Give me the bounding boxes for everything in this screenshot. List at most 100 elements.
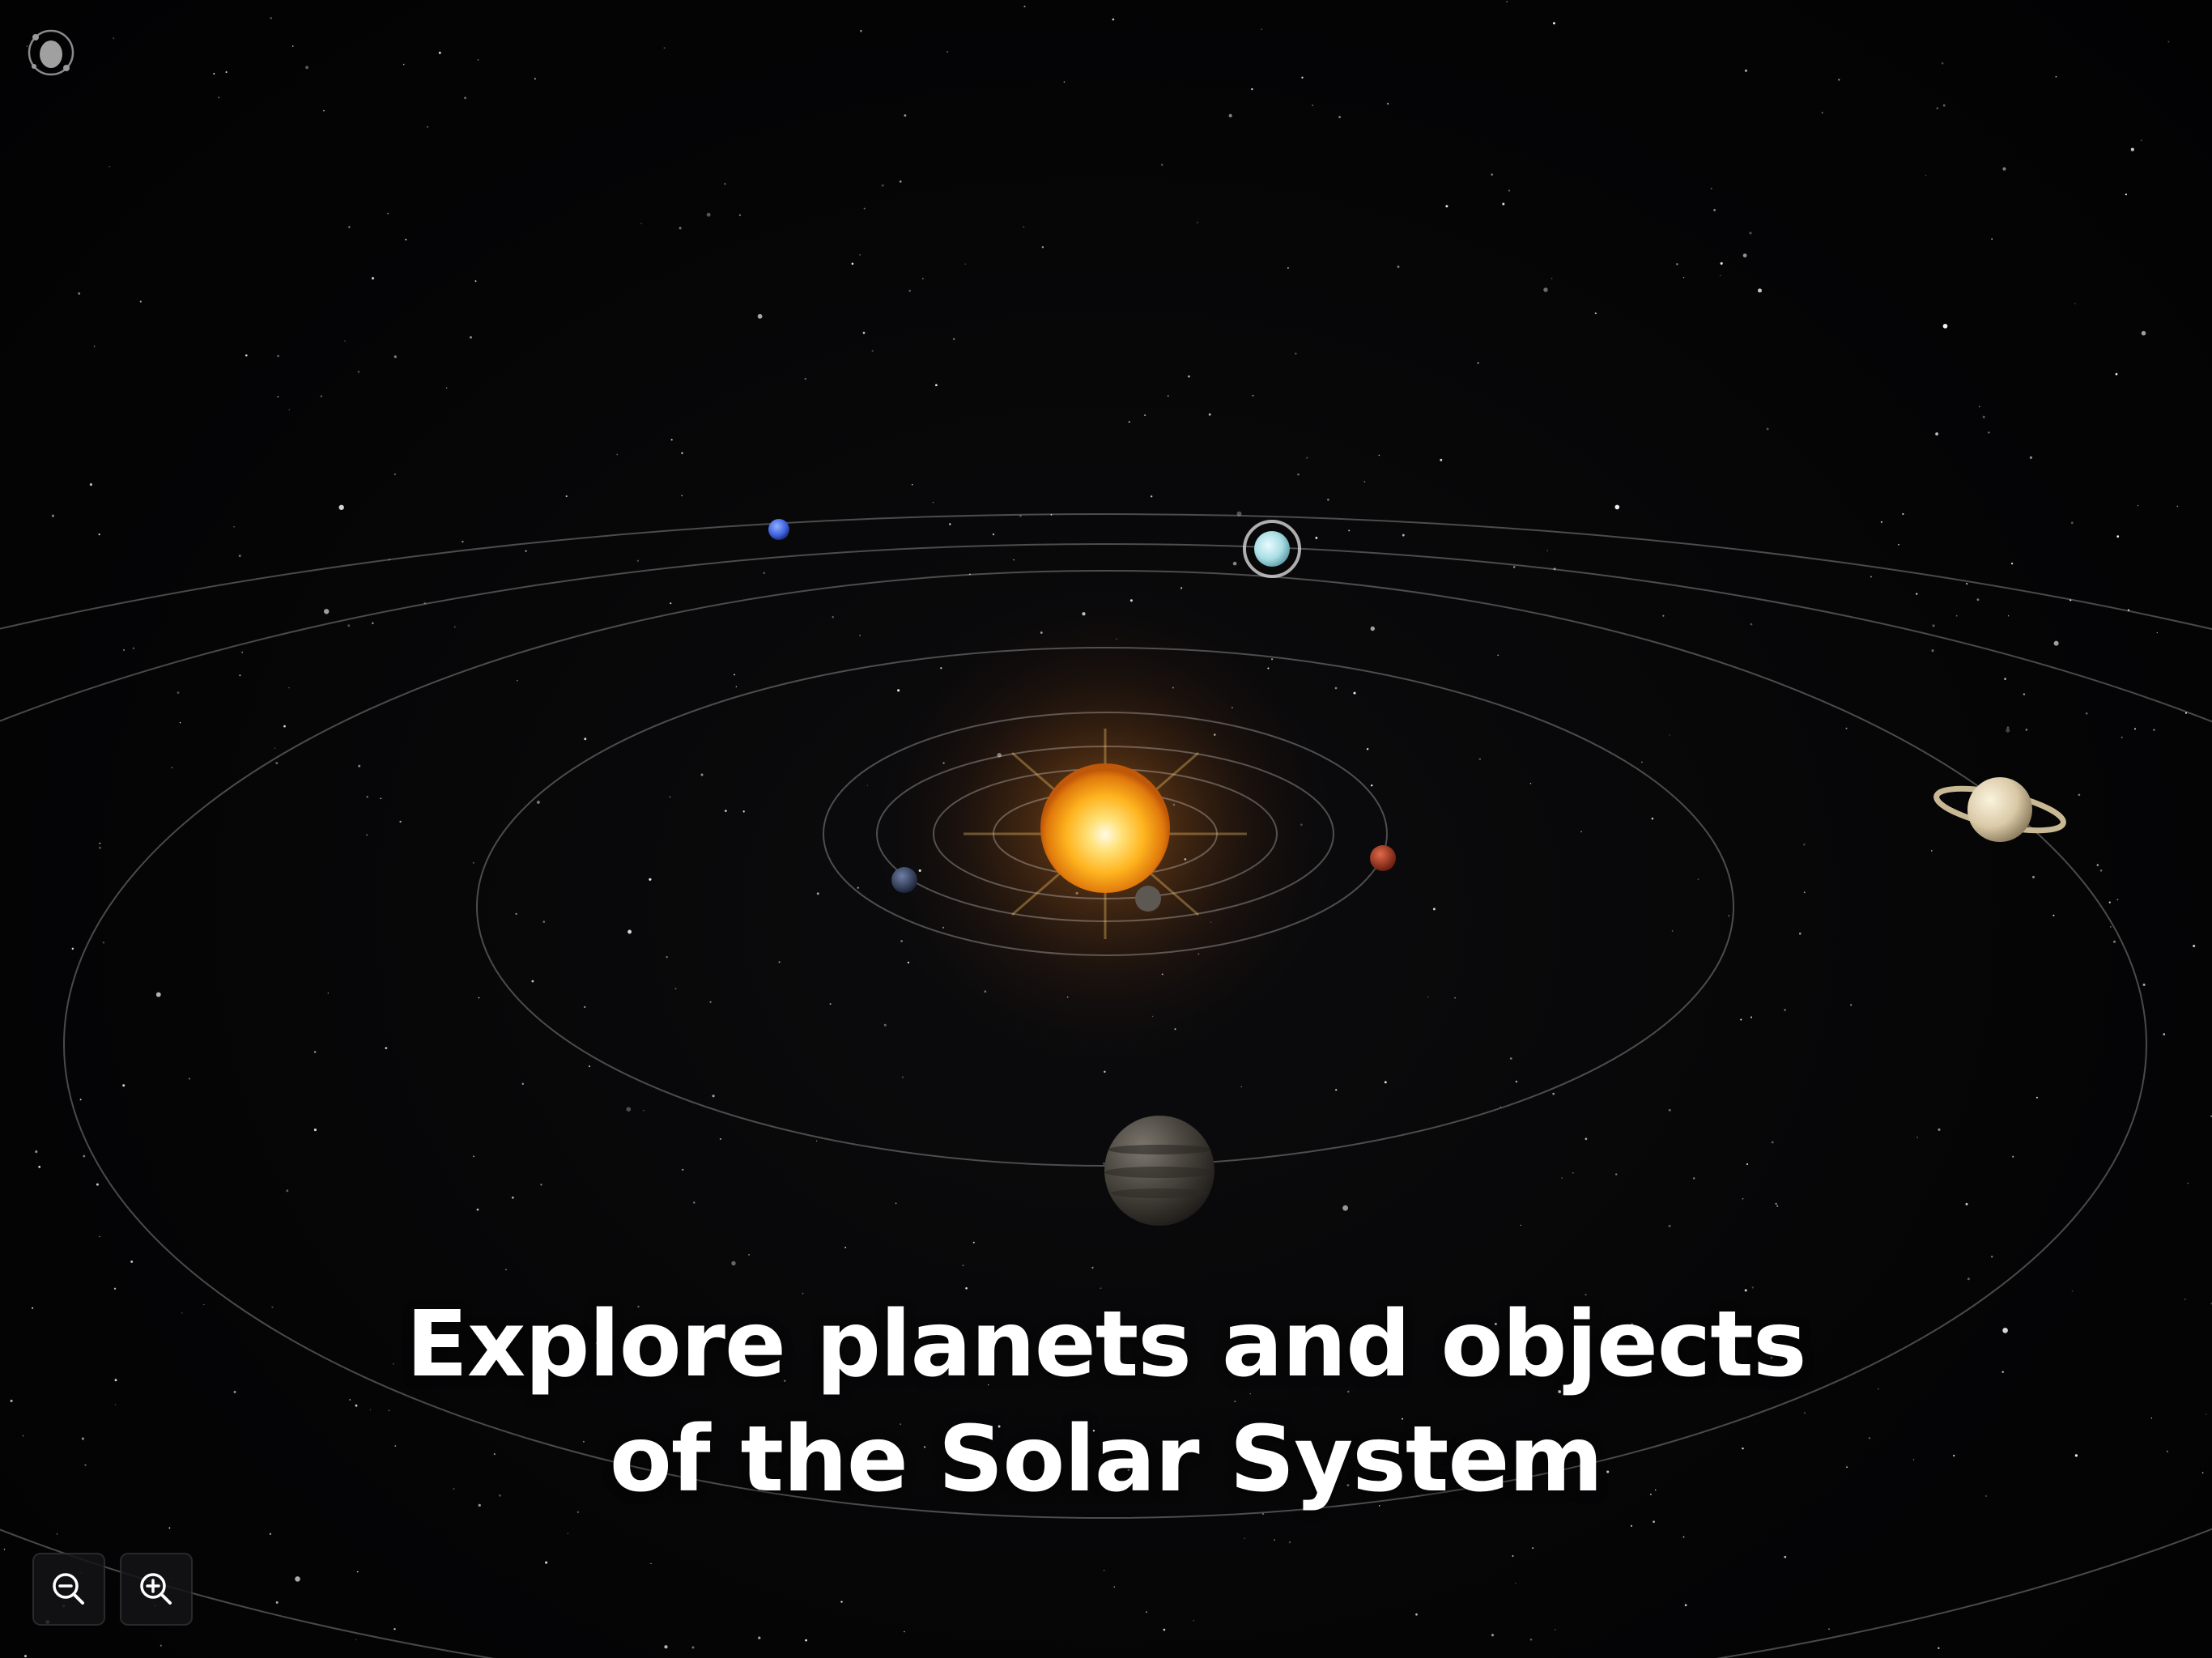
star (531, 980, 534, 983)
star (462, 540, 464, 543)
star (130, 1261, 134, 1263)
star (271, 1306, 274, 1308)
star (829, 1003, 832, 1005)
star (1751, 1286, 1754, 1289)
star (946, 51, 948, 53)
star (932, 501, 934, 504)
star (1092, 1430, 1095, 1432)
solar-system-menu-button[interactable] (23, 24, 79, 81)
star (921, 278, 924, 280)
zoom-in-button[interactable] (120, 1553, 193, 1626)
star (1766, 427, 1769, 431)
star (1742, 253, 1747, 257)
star (1370, 626, 1376, 631)
star (682, 1168, 684, 1171)
star (388, 1409, 390, 1412)
star (338, 504, 344, 510)
star (719, 1137, 721, 1140)
jupiter-sphere[interactable] (1104, 1116, 1214, 1226)
star (1976, 598, 1980, 602)
zoom-out-button[interactable] (32, 1553, 105, 1626)
star (477, 59, 479, 61)
star (567, 1533, 569, 1535)
star (438, 51, 441, 54)
star (1287, 266, 1289, 269)
star (355, 1639, 357, 1641)
star (1167, 395, 1169, 397)
star (816, 892, 819, 895)
star (1631, 1323, 1634, 1326)
star (114, 1404, 117, 1405)
star (1552, 1092, 1555, 1095)
star (2006, 726, 2010, 729)
star (1509, 1057, 1512, 1060)
star (758, 1636, 761, 1639)
orbit-earth (876, 746, 1334, 922)
star (1991, 238, 1993, 240)
star (1676, 263, 1678, 266)
star (1261, 28, 1262, 30)
star (725, 810, 727, 812)
star (1128, 421, 1130, 423)
star (98, 846, 102, 849)
star (358, 764, 361, 767)
star (38, 1166, 41, 1168)
star (1288, 1541, 1291, 1544)
star (883, 1023, 887, 1027)
mars-sphere[interactable] (1370, 845, 1396, 871)
star (1127, 1469, 1130, 1472)
star (1846, 1466, 1848, 1469)
star (179, 721, 181, 724)
star (2167, 40, 2170, 43)
star (851, 262, 854, 266)
star (1651, 817, 1654, 820)
star (2141, 330, 2146, 336)
star (1668, 1108, 1671, 1112)
star (844, 1247, 847, 1248)
star (650, 1562, 652, 1565)
star (274, 747, 276, 749)
star (93, 345, 96, 347)
star (784, 1380, 786, 1382)
star (545, 1561, 548, 1564)
star (512, 1197, 514, 1199)
star (649, 878, 652, 881)
star (1606, 1470, 1610, 1473)
star (681, 452, 683, 454)
star (969, 573, 971, 576)
star (663, 47, 666, 49)
star (324, 609, 330, 614)
star (275, 762, 279, 765)
star (1508, 189, 1511, 192)
star (963, 1459, 966, 1461)
star (1346, 1484, 1350, 1487)
star (2099, 869, 2103, 872)
star (1710, 187, 1712, 189)
star (102, 942, 105, 944)
star (1240, 1086, 1242, 1088)
mercury-sphere[interactable] (1135, 886, 1161, 912)
star (1193, 1619, 1194, 1622)
star (155, 992, 161, 997)
saturn-sphere[interactable] (1933, 777, 2067, 842)
star (113, 1287, 117, 1290)
uranus-sphere[interactable] (1243, 520, 1301, 578)
star (114, 1379, 117, 1382)
sun-sphere[interactable] (1040, 763, 1170, 893)
star (1614, 1173, 1618, 1175)
star (534, 78, 536, 80)
star (2001, 1371, 2004, 1374)
earth-sphere[interactable] (891, 867, 917, 893)
star (584, 1005, 586, 1009)
star (1338, 116, 1341, 118)
star (355, 1404, 358, 1407)
star (2078, 793, 2081, 797)
star (399, 820, 402, 823)
neptune-sphere[interactable] (768, 519, 789, 540)
star (1353, 691, 1356, 695)
star (859, 254, 861, 256)
star (1558, 1390, 1562, 1393)
star (1526, 1357, 1529, 1358)
